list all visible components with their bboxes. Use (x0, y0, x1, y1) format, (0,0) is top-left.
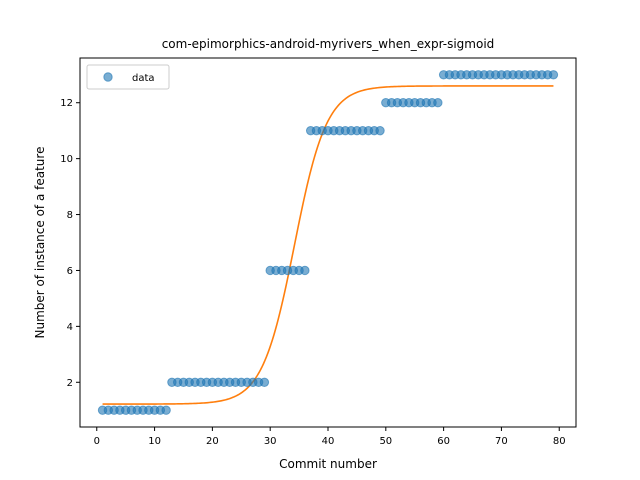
y-tick-label: 12 (60, 98, 73, 109)
y-tick-label: 2 (67, 378, 73, 389)
x-tick-label: 40 (322, 436, 335, 447)
data-point (548, 70, 559, 80)
y-tick-label: 10 (60, 154, 73, 165)
data-points-layer (97, 70, 559, 415)
legend: data (86, 64, 170, 90)
legend-marker-data (103, 72, 113, 82)
fit-curve-layer (102, 85, 554, 405)
data-point (259, 377, 270, 387)
y-axis: 2 4 6 8 10 12 (60, 98, 80, 389)
x-axis-label: Commit number (279, 457, 377, 471)
x-tick-label: 0 (94, 436, 100, 447)
x-tick-label: 10 (148, 436, 161, 447)
x-tick-label: 30 (264, 436, 277, 447)
x-tick-label: 20 (206, 436, 219, 447)
sigmoid-fit-line (102, 85, 554, 405)
x-tick-label: 60 (437, 436, 450, 447)
data-point (375, 125, 385, 136)
x-tick-label: 50 (379, 436, 392, 447)
y-axis-label: Number of instance of a feature (33, 147, 47, 339)
x-axis: 0 10 20 30 40 50 60 70 80 (94, 427, 566, 447)
legend-label-data: data (132, 73, 155, 84)
x-tick-label: 80 (553, 436, 566, 447)
y-tick-label: 6 (67, 266, 73, 277)
data-point (161, 405, 171, 415)
data-point (433, 98, 443, 108)
legend-box (86, 64, 170, 90)
x-tick-label: 70 (495, 436, 508, 447)
chart-title: com-epimorphics-android-myrivers_when_ex… (162, 37, 495, 51)
data-point (300, 265, 310, 276)
y-tick-label: 4 (67, 322, 73, 333)
y-tick-label: 8 (67, 210, 73, 221)
